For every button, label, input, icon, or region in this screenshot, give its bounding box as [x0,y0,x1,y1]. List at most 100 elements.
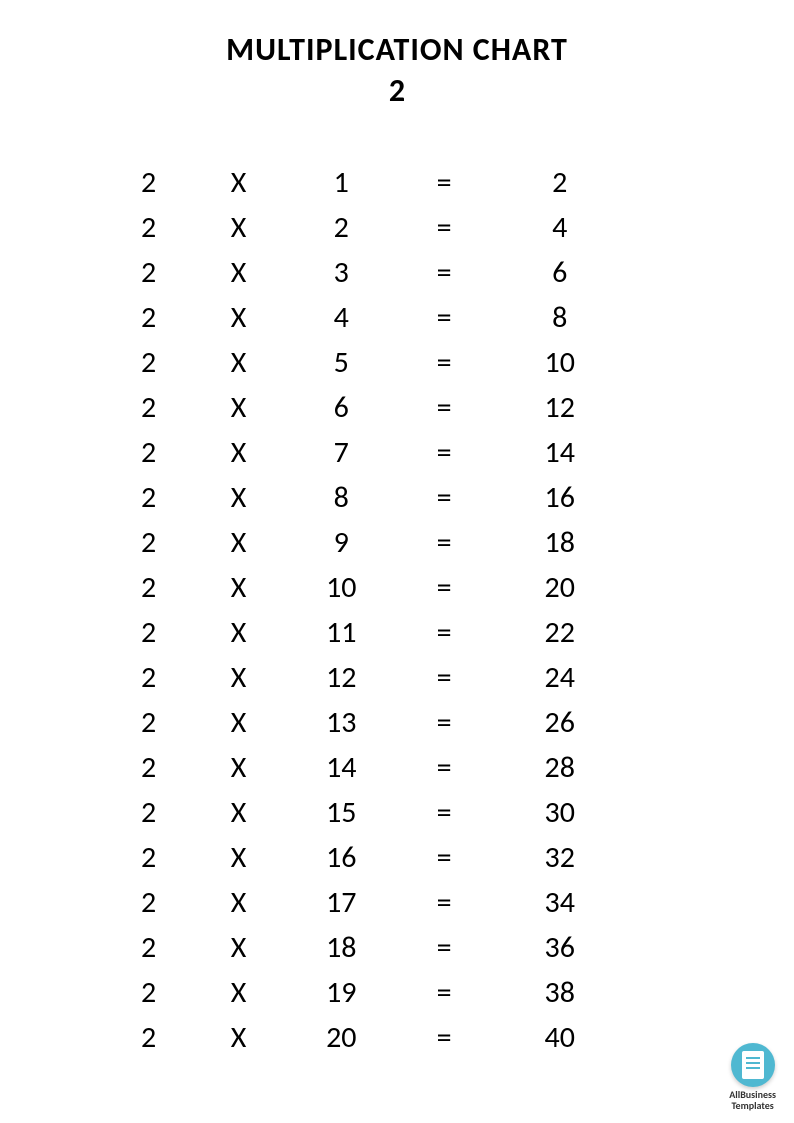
table-row: 2X14=28 [110,745,624,790]
multiplicand-cell: 2 [110,970,187,1015]
watermark: AllBusinessTemplates [729,1043,776,1111]
multiplicand-cell: 2 [110,790,187,835]
table-row: 2X2=4 [110,205,624,250]
result-cell: 20 [495,565,624,610]
multiplicand-cell: 2 [110,880,187,925]
operator-cell: X [187,430,290,475]
multiplier-cell: 5 [290,340,393,385]
table-row: 2X9=18 [110,520,624,565]
operator-cell: X [187,160,290,205]
equals-cell: = [393,295,496,340]
multiplicand-cell: 2 [110,835,187,880]
result-cell: 14 [495,430,624,475]
equals-cell: = [393,835,496,880]
multiplier-cell: 11 [290,610,393,655]
table-row: 2X13=26 [110,700,624,745]
equals-cell: = [393,655,496,700]
table-row: 2X1=2 [110,160,624,205]
equals-cell: = [393,250,496,295]
table-row: 2X17=34 [110,880,624,925]
table-row: 2X4=8 [110,295,624,340]
multiplicand-cell: 2 [110,520,187,565]
operator-cell: X [187,565,290,610]
equals-cell: = [393,565,496,610]
multiplier-cell: 2 [290,205,393,250]
equals-cell: = [393,475,496,520]
watermark-logo-icon [731,1043,775,1087]
result-cell: 6 [495,250,624,295]
equals-cell: = [393,745,496,790]
equals-cell: = [393,205,496,250]
multiplier-cell: 7 [290,430,393,475]
operator-cell: X [187,385,290,430]
equals-cell: = [393,880,496,925]
multiplicand-cell: 2 [110,565,187,610]
operator-cell: X [187,790,290,835]
equals-cell: = [393,925,496,970]
result-cell: 28 [495,745,624,790]
multiplicand-cell: 2 [110,205,187,250]
result-cell: 8 [495,295,624,340]
result-cell: 4 [495,205,624,250]
operator-cell: X [187,250,290,295]
multiplicand-cell: 2 [110,1015,187,1060]
equals-cell: = [393,790,496,835]
multiplier-cell: 12 [290,655,393,700]
table-row: 2X11=22 [110,610,624,655]
multiplicand-cell: 2 [110,745,187,790]
multiplicand-cell: 2 [110,295,187,340]
table-row: 2X8=16 [110,475,624,520]
multiplier-cell: 3 [290,250,393,295]
multiplier-cell: 15 [290,790,393,835]
result-cell: 34 [495,880,624,925]
multiplicand-cell: 2 [110,250,187,295]
table-row: 2X10=20 [110,565,624,610]
operator-cell: X [187,475,290,520]
result-cell: 18 [495,520,624,565]
table-row: 2X3=6 [110,250,624,295]
result-cell: 30 [495,790,624,835]
page-title: MULTIPLICATION CHART [0,30,794,69]
multiplier-cell: 1 [290,160,393,205]
operator-cell: X [187,970,290,1015]
result-cell: 2 [495,160,624,205]
equals-cell: = [393,1015,496,1060]
multiplier-cell: 8 [290,475,393,520]
result-cell: 26 [495,700,624,745]
table-row: 2X5=10 [110,340,624,385]
multiplier-cell: 19 [290,970,393,1015]
result-cell: 24 [495,655,624,700]
result-cell: 22 [495,610,624,655]
table-row: 2X7=14 [110,430,624,475]
result-cell: 10 [495,340,624,385]
equals-cell: = [393,520,496,565]
operator-cell: X [187,1015,290,1060]
multiplication-table: 2X1=22X2=42X3=62X4=82X5=102X6=122X7=142X… [110,160,624,1060]
page-subtitle-number: 2 [0,71,794,110]
multiplication-table-container: 2X1=22X2=42X3=62X4=82X5=102X6=122X7=142X… [0,160,794,1060]
operator-cell: X [187,610,290,655]
multiplier-cell: 6 [290,385,393,430]
operator-cell: X [187,835,290,880]
table-row: 2X6=12 [110,385,624,430]
result-cell: 32 [495,835,624,880]
equals-cell: = [393,160,496,205]
table-row: 2X12=24 [110,655,624,700]
table-row: 2X20=40 [110,1015,624,1060]
operator-cell: X [187,700,290,745]
multiplier-cell: 13 [290,700,393,745]
operator-cell: X [187,295,290,340]
multiplicand-cell: 2 [110,610,187,655]
result-cell: 12 [495,385,624,430]
multiplier-cell: 4 [290,295,393,340]
multiplier-cell: 9 [290,520,393,565]
multiplier-cell: 10 [290,565,393,610]
multiplicand-cell: 2 [110,385,187,430]
result-cell: 16 [495,475,624,520]
equals-cell: = [393,700,496,745]
multiplicand-cell: 2 [110,430,187,475]
multiplier-cell: 18 [290,925,393,970]
result-cell: 40 [495,1015,624,1060]
watermark-text: AllBusinessTemplates [729,1089,776,1111]
multiplicand-cell: 2 [110,700,187,745]
